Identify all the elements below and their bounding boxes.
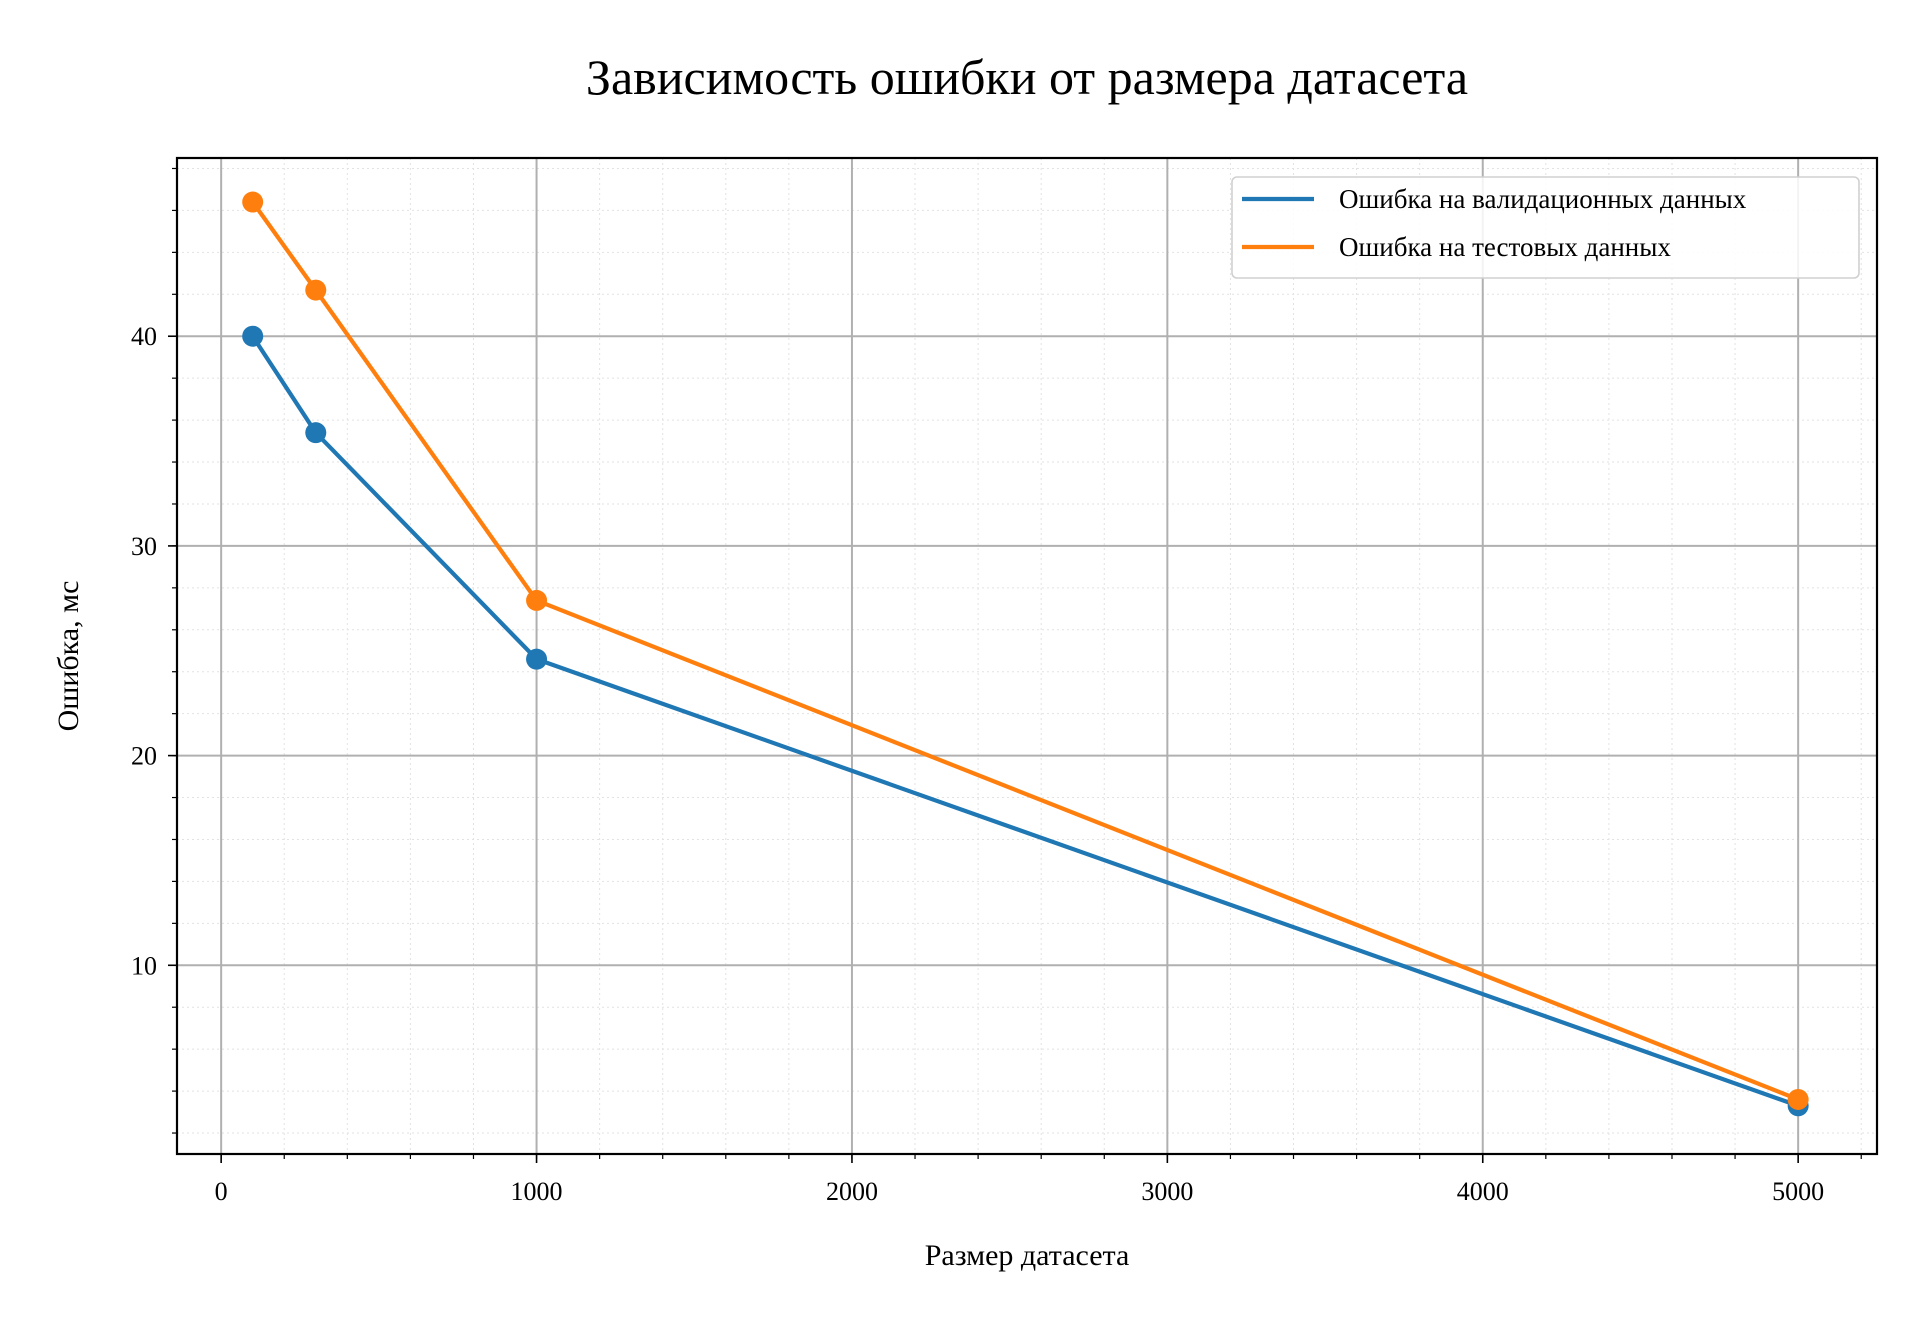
legend-label: Ошибка на тестовых данных [1339,232,1671,262]
data-point [526,589,548,611]
plot-frame [175,156,1879,1156]
legend: Ошибка на валидационных данных Ошибка на … [1231,176,1860,279]
y-tick-label: 20 [131,742,157,771]
x-tick-label: 3000 [1141,1177,1193,1206]
x-tick-label: 2000 [826,1177,878,1206]
legend-item-2: Ошибка на тестовых данных [1242,232,1671,262]
x-tick-label: 0 [215,1177,228,1206]
y-axis-label: Ошибка, мс [52,581,85,732]
axis-ticks [168,167,1862,1163]
data-point [242,191,264,213]
x-tick-label: 5000 [1772,1177,1824,1206]
x-tick-label: 1000 [511,1177,563,1206]
y-tick-label: 10 [131,951,157,980]
data-point [242,325,264,347]
data-point [526,648,548,670]
legend-label: Ошибка на валидационных данных [1339,184,1747,214]
data-point [305,279,327,301]
data-point [1787,1088,1809,1110]
major-grid [177,158,1877,1154]
series-line [250,200,1799,1102]
legend-box [1231,176,1860,279]
legend-item-1: Ошибка на валидационных данных [1242,184,1747,214]
series-line [250,335,1799,1108]
series-layer [242,191,1809,1117]
y-tick-label: 40 [131,322,157,351]
series-2 [242,191,1809,1110]
x-axis-label: Размер датасета [925,1239,1130,1272]
data-point [305,422,327,444]
tick-labels: 0 1000 2000 3000 4000 5000 10 20 30 40 [131,322,1824,1206]
y-tick-label: 30 [131,532,157,561]
x-tick-label: 4000 [1457,1177,1509,1206]
chart-title: Зависимость ошибки от размера датасета [586,49,1468,105]
